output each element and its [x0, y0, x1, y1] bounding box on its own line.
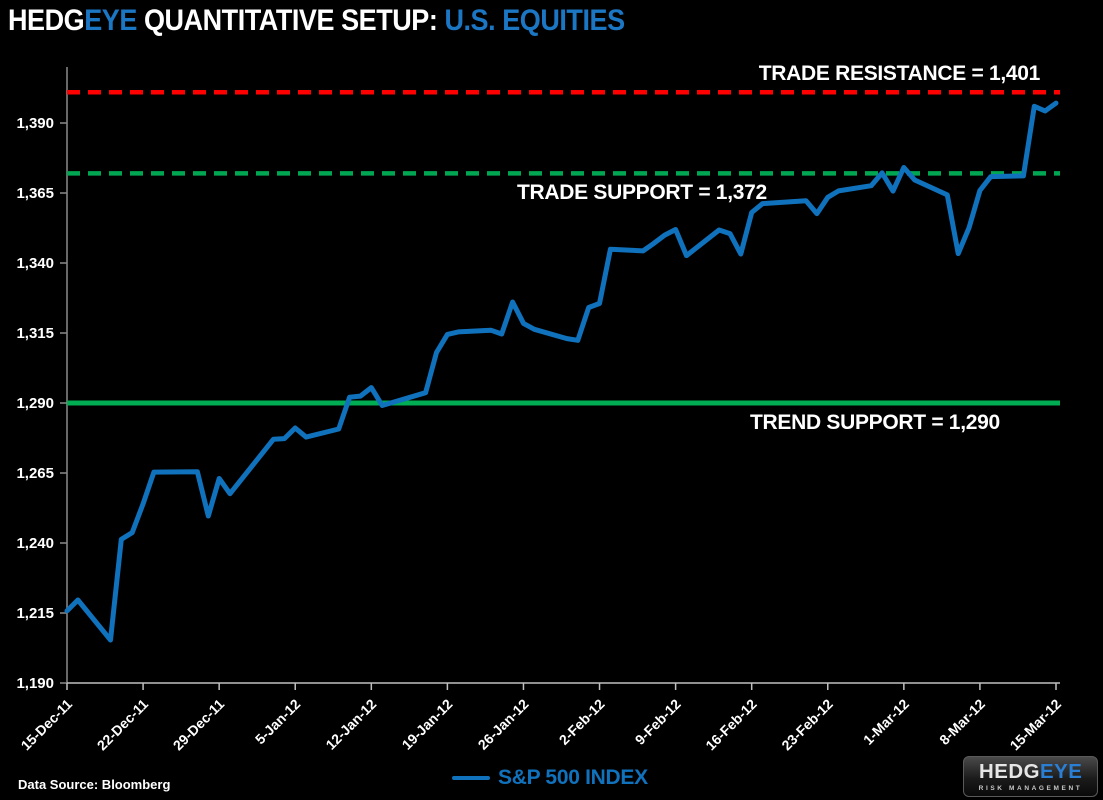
x-axis-label: 9-Feb-12 [632, 696, 684, 748]
title-main: QUANTITATIVE SETUP: [136, 4, 445, 37]
x-axis-label: 5-Jan-12 [252, 696, 304, 748]
y-axis-label: 1,190 [16, 675, 54, 692]
y-axis-label: 1,315 [16, 325, 54, 342]
y-axis-label: 1,215 [16, 605, 54, 622]
x-axis-label: 15-Mar-12 [1007, 696, 1065, 754]
x-axis-label: 12-Jan-12 [322, 696, 379, 753]
sp500-line [64, 100, 1059, 643]
logo-wordmark: HEDGEYE [979, 762, 1082, 782]
x-axis-label: 16-Feb-12 [702, 696, 760, 754]
y-axis-label: 1,390 [16, 115, 54, 132]
x-axis-label: 1-Mar-12 [860, 696, 912, 748]
x-axis-label: 8-Mar-12 [936, 696, 988, 748]
x-axis-label: 22-Dec-11 [94, 696, 152, 754]
title-brand-blue: EYE [84, 4, 137, 37]
y-axis-label: 1,290 [16, 395, 54, 412]
y-axis-label: 1,265 [16, 465, 54, 482]
title-highlight: U.S. EQUITIES [444, 4, 625, 37]
x-axis-label: 26-Jan-12 [475, 696, 532, 753]
x-axis-label: 2-Feb-12 [556, 696, 608, 748]
x-axis-label: 29-Dec-11 [170, 696, 228, 754]
hedgeye-logo: HEDGEYE RISK MANAGEMENT [963, 756, 1098, 797]
y-axis-label: 1,365 [16, 185, 54, 202]
trade-support-label: TRADE SUPPORT = 1,372 [517, 181, 767, 204]
x-axis-label: 23-Feb-12 [778, 696, 836, 754]
legend-line-swatch [452, 776, 490, 780]
logo-subtitle: RISK MANAGEMENT [978, 784, 1083, 792]
data-source: Data Source: Bloomberg [18, 777, 171, 792]
trade-resistance-label: TRADE RESISTANCE = 1,401 [758, 62, 1041, 85]
page-title: HEDGEYE QUANTITATIVE SETUP: U.S. EQUITIE… [8, 4, 625, 38]
x-axis-label: 19-Jan-12 [399, 696, 456, 753]
logo-text-eye: EYE [1039, 760, 1083, 783]
legend: S&P 500 INDEX [452, 766, 648, 790]
legend-label: S&P 500 INDEX [498, 766, 648, 789]
title-brand-white: HEDG [8, 4, 85, 37]
logo-text-hedg: HEDG [978, 760, 1040, 783]
y-axis-label: 1,340 [16, 255, 54, 272]
y-axis-label: 1,240 [16, 535, 54, 552]
x-axis-label: 15-Dec-11 [18, 696, 76, 754]
trend-support-label: TREND SUPPORT = 1,290 [750, 411, 1000, 434]
